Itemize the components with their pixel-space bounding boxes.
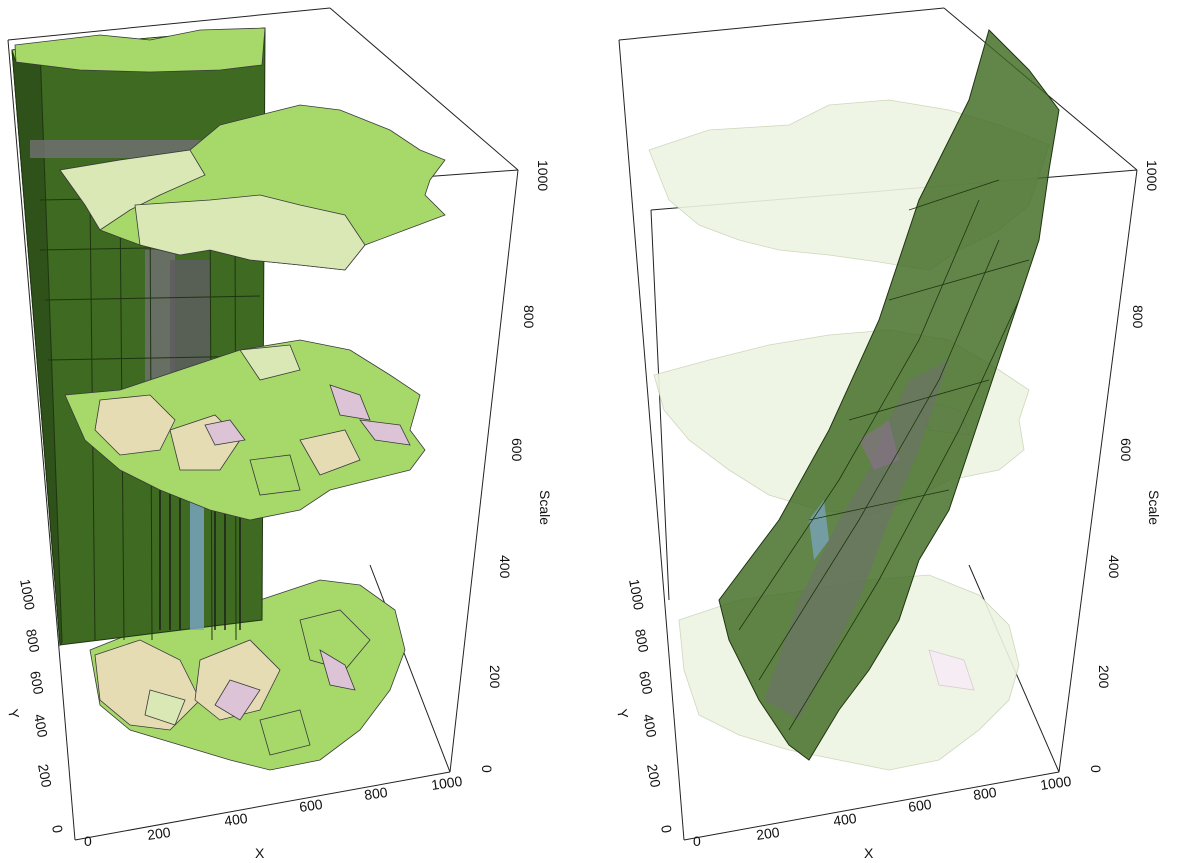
right-slanted-surface bbox=[718, 29, 1060, 761]
left-x-tick-1: 200 bbox=[146, 824, 172, 843]
left-z-tick-5: 1000 bbox=[535, 160, 551, 191]
left-x-tick-5: 1000 bbox=[430, 773, 463, 793]
right-3d-plot: 0 200 400 600 800 1000 X 0 200 400 600 8… bbox=[614, 7, 1162, 861]
left-map-layer-top bbox=[14, 27, 446, 271]
left-y-tick-extra: 0 bbox=[49, 824, 66, 835]
left-y-tick-0: 200 bbox=[35, 763, 55, 789]
right-y-tick-3: 800 bbox=[632, 628, 652, 654]
left-z-axis-title: Scale bbox=[537, 490, 553, 525]
left-z-tick-2: 400 bbox=[497, 555, 513, 579]
right-y-tick-4: 1000 bbox=[626, 578, 647, 612]
left-y-tick-4: 1000 bbox=[17, 578, 38, 612]
right-y-tick-1: 400 bbox=[640, 713, 660, 739]
right-z-axis-title: Scale bbox=[1146, 490, 1162, 525]
right-z-tick-0: 0 bbox=[1088, 765, 1104, 773]
right-y-axis-title: Y bbox=[614, 708, 631, 721]
right-x-axis-title: X bbox=[864, 845, 874, 861]
left-x-axis-ticks: 0 200 400 600 800 1000 bbox=[84, 773, 463, 849]
right-y-axis-ticks: 0 200 400 600 800 1000 bbox=[626, 578, 675, 835]
right-y-tick-0: 200 bbox=[644, 763, 664, 789]
left-prism-column bbox=[11, 27, 266, 647]
left-z-tick-3: 600 bbox=[509, 438, 525, 462]
left-map-layer-bottom bbox=[89, 579, 406, 771]
left-z-axis-ticks: 0 200 400 600 800 1000 bbox=[479, 160, 551, 773]
left-y-axis-ticks: 0 200 400 600 800 1000 bbox=[17, 578, 66, 835]
left-z-tick-0: 0 bbox=[479, 765, 495, 773]
right-z-tick-2: 400 bbox=[1106, 555, 1122, 579]
right-x-axis-ticks: 0 200 400 600 800 1000 bbox=[693, 773, 1072, 849]
left-y-tick-1: 400 bbox=[31, 713, 51, 739]
right-z-tick-1: 200 bbox=[1096, 665, 1112, 689]
left-y-axis-title: Y bbox=[5, 708, 22, 721]
left-3d-plot: 0 200 400 600 800 1000 X 0 200 400 600 8… bbox=[5, 7, 553, 861]
left-x-tick-2: 400 bbox=[223, 810, 249, 829]
right-x-tick-3: 600 bbox=[907, 796, 933, 815]
left-y-tick-3: 800 bbox=[23, 628, 43, 654]
left-y-tick-2: 600 bbox=[27, 670, 47, 696]
left-x-axis-title: X bbox=[255, 845, 265, 861]
right-x-tick-4: 800 bbox=[972, 784, 998, 803]
left-x-tick-4: 800 bbox=[363, 784, 389, 803]
right-x-tick-0: 0 bbox=[693, 833, 701, 849]
right-z-tick-3: 600 bbox=[1118, 438, 1134, 462]
right-x-tick-5: 1000 bbox=[1039, 773, 1072, 793]
right-z-axis-ticks: 0 200 400 600 800 1000 bbox=[1088, 160, 1160, 773]
right-x-tick-2: 400 bbox=[832, 810, 858, 829]
right-x-tick-1: 200 bbox=[755, 824, 781, 843]
right-y-tick-2: 600 bbox=[636, 670, 656, 696]
left-z-tick-4: 800 bbox=[521, 305, 537, 329]
left-x-tick-0: 0 bbox=[84, 833, 92, 849]
left-map-layer-middle bbox=[64, 339, 426, 521]
left-x-tick-3: 600 bbox=[298, 796, 324, 815]
right-z-tick-5: 1000 bbox=[1144, 160, 1160, 191]
right-z-tick-4: 800 bbox=[1130, 305, 1146, 329]
right-y-tick-extra: 0 bbox=[658, 824, 675, 835]
left-z-tick-1: 200 bbox=[487, 665, 503, 689]
